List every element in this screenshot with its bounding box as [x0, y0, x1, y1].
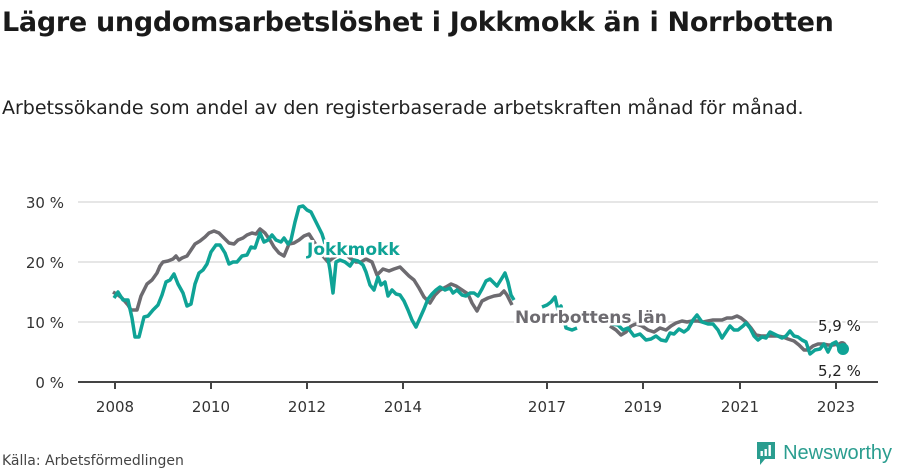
- x-tick-2010: 2010: [192, 398, 230, 416]
- end-value-norrbotten: 5,9 %: [818, 317, 861, 335]
- label-jokkmokk: Jokkmokk: [306, 240, 400, 260]
- series-norrbotten-2: [609, 314, 844, 352]
- y-tick-30: 30 %: [26, 194, 64, 212]
- brand-logo: Newsworthy: [755, 440, 892, 466]
- y-axis: 0 % 10 % 20 % 30 %: [26, 194, 64, 392]
- x-tick-2017: 2017: [528, 398, 566, 416]
- y-tick-20: 20 %: [26, 254, 64, 272]
- series-jokkmokk: [112, 204, 516, 339]
- chart-title: Lägre ungdomsarbetslöshet i Jokkmokk än …: [2, 7, 834, 38]
- label-norrbotten: Norrbottens län: [515, 308, 667, 328]
- gridlines: [78, 201, 878, 323]
- x-tick-2012: 2012: [288, 398, 326, 416]
- x-tick-2008: 2008: [96, 398, 134, 416]
- x-axis: 2008 2010 2012 2014 2017 2019 2021 2023: [78, 381, 878, 416]
- x-tick-2019: 2019: [624, 398, 662, 416]
- end-value-jokkmokk: 5,2 %: [818, 362, 861, 380]
- chart-subtitle: Arbetssökande som andel av den registerb…: [2, 97, 804, 119]
- series-jokkmokk-2: [541, 295, 578, 332]
- brand-name: Newsworthy: [783, 441, 892, 464]
- x-tick-2023: 2023: [817, 398, 855, 416]
- line-chart: 0 % 10 % 20 % 30 % 2008 2010 2012 2014 2…: [26, 194, 878, 416]
- x-tick-2014: 2014: [384, 398, 422, 416]
- bar-chart-logo-icon: [757, 442, 776, 465]
- y-tick-0: 0 %: [35, 374, 64, 392]
- y-tick-10: 10 %: [26, 314, 64, 332]
- x-tick-2021: 2021: [721, 398, 759, 416]
- series-jokkmokk-3: [611, 313, 843, 356]
- source-note: Källa: Arbetsförmedlingen: [2, 453, 184, 469]
- end-marker-jokkmokk: [837, 343, 849, 355]
